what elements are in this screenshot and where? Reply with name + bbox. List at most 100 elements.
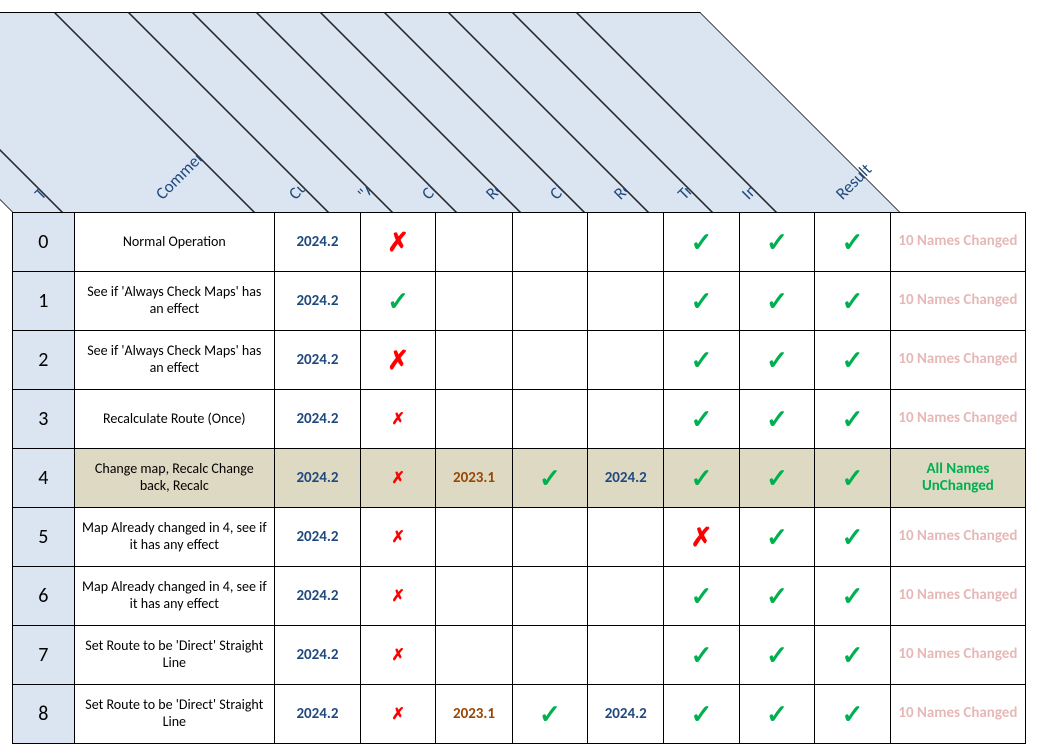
check-icon: ✓ (842, 580, 864, 612)
result-cell: 10 Names Changed (890, 213, 1025, 272)
import-cell: ✓ (815, 272, 890, 331)
change-20242-cell (588, 331, 664, 390)
transfer-cell: ✓ (739, 390, 814, 449)
cross-icon: ✗ (387, 344, 409, 376)
test-number: 6 (13, 567, 75, 626)
table-row: 8Set Route to be 'Direct' Straight Line 2… (13, 685, 1026, 744)
comment-cell: Recalculate Route (Once) (74, 390, 274, 449)
import-cell: ✓ (815, 331, 890, 390)
import-cell: ✓ (815, 508, 890, 567)
test-matrix-table: TestCommentCurrent Map"Always Check Map"… (12, 12, 1026, 744)
always-check-cell: ✗ (360, 567, 435, 626)
check-icon: ✓ (691, 462, 713, 494)
table-row: 5Map Already changed in 4, see if it has… (13, 508, 1026, 567)
check-icon: ✓ (691, 698, 713, 730)
check-icon: ✓ (766, 462, 788, 494)
recalc2-cell: ✓ (664, 449, 739, 508)
check-icon: ✓ (766, 226, 788, 258)
transfer-cell: ✓ (739, 685, 814, 744)
recalc1-cell (512, 390, 587, 449)
change-20231-cell (436, 331, 512, 390)
always-check-cell: ✗ (360, 331, 435, 390)
table-row: 0Normal Operation2024.2✗✓✓✓10 Names Chan… (13, 213, 1026, 272)
recalc1-cell (512, 213, 587, 272)
cross-icon: ✗ (391, 410, 404, 429)
check-icon: ✓ (842, 639, 864, 671)
comment-cell: Normal Operation (74, 213, 274, 272)
import-cell: ✓ (815, 213, 890, 272)
test-number: 0 (13, 213, 75, 272)
recalc2-cell: ✓ (664, 685, 739, 744)
cross-icon: ✗ (391, 646, 404, 665)
current-map-cell: 2024.2 (275, 449, 361, 508)
check-icon: ✓ (766, 344, 788, 376)
transfer-cell: ✓ (739, 272, 814, 331)
result-cell: 10 Names Changed (890, 685, 1025, 744)
change-20242-cell (588, 272, 664, 331)
cross-icon: ✗ (387, 226, 409, 258)
comment-cell: Map Already changed in 4, see if it has … (74, 567, 274, 626)
check-icon: ✓ (691, 344, 713, 376)
check-icon: ✓ (842, 462, 864, 494)
change-20231-cell (436, 272, 512, 331)
check-icon: ✓ (842, 521, 864, 553)
current-map-cell: 2024.2 (275, 331, 361, 390)
recalc2-cell: ✓ (664, 213, 739, 272)
current-map-cell: 2024.2 (275, 567, 361, 626)
change-20242-cell: 2024.2 (588, 449, 664, 508)
change-20242-cell (588, 390, 664, 449)
check-icon: ✓ (766, 403, 788, 435)
transfer-cell: ✓ (739, 567, 814, 626)
change-20231-cell (436, 508, 512, 567)
test-number: 3 (13, 390, 75, 449)
change-20242-cell: 2024.2 (588, 685, 664, 744)
check-icon: ✓ (766, 521, 788, 553)
always-check-cell: ✗ (360, 449, 435, 508)
table-header: TestCommentCurrent Map"Always Check Map"… (12, 12, 1026, 212)
result-cell: 10 Names Changed (890, 331, 1025, 390)
comment-cell: See if 'Always Check Maps' has an effect (74, 272, 274, 331)
recalc1-cell (512, 331, 587, 390)
recalc1-cell: ✓ (512, 449, 587, 508)
test-number: 8 (13, 685, 75, 744)
check-icon: ✓ (387, 285, 409, 317)
check-icon: ✓ (766, 285, 788, 317)
check-icon: ✓ (691, 639, 713, 671)
current-map-cell: 2024.2 (275, 390, 361, 449)
cross-icon: ✗ (391, 705, 404, 724)
current-map-cell: 2024.2 (275, 626, 361, 685)
check-icon: ✓ (842, 698, 864, 730)
comment-cell: Change map, Recalc Change back, Recalc (74, 449, 274, 508)
transfer-cell: ✓ (739, 213, 814, 272)
result-cell: All Names UnChanged (890, 449, 1025, 508)
check-icon: ✓ (842, 285, 864, 317)
comment-cell: Set Route to be 'Direct' Straight Line (74, 626, 274, 685)
data-table: 0Normal Operation2024.2✗✓✓✓10 Names Chan… (12, 212, 1026, 744)
recalc1-cell: ✓ (512, 685, 587, 744)
transfer-cell: ✓ (739, 449, 814, 508)
import-cell: ✓ (815, 449, 890, 508)
test-number: 4 (13, 449, 75, 508)
cross-icon: ✗ (391, 469, 404, 488)
table-row: 1See if 'Always Check Maps' has an effec… (13, 272, 1026, 331)
recalc2-cell: ✗ (664, 508, 739, 567)
test-number: 7 (13, 626, 75, 685)
import-cell: ✓ (815, 685, 890, 744)
change-20231-cell (436, 390, 512, 449)
check-icon: ✓ (691, 580, 713, 612)
always-check-cell: ✗ (360, 390, 435, 449)
comment-cell: Set Route to be 'Direct' Straight Line (74, 685, 274, 744)
change-20231-cell (436, 626, 512, 685)
change-20242-cell (588, 567, 664, 626)
check-icon: ✓ (842, 403, 864, 435)
recalc2-cell: ✓ (664, 390, 739, 449)
test-number: 1 (13, 272, 75, 331)
check-icon: ✓ (691, 285, 713, 317)
import-cell: ✓ (815, 390, 890, 449)
check-icon: ✓ (691, 226, 713, 258)
table-row: 4Change map, Recalc Change back, Recalc2… (13, 449, 1026, 508)
change-20231-cell (436, 567, 512, 626)
comment-cell: Map Already changed in 4, see if it has … (74, 508, 274, 567)
table-row: 7Set Route to be 'Direct' Straight Line2… (13, 626, 1026, 685)
table-row: 3Recalculate Route (Once)2024.2✗✓✓✓10 Na… (13, 390, 1026, 449)
